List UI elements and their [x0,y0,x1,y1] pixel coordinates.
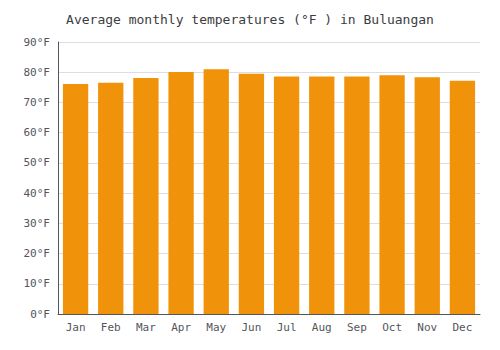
svg-text:Aug: Aug [312,321,332,334]
svg-text:Feb: Feb [101,321,121,334]
svg-text:Jul: Jul [277,321,297,334]
svg-text:80°F: 80°F [24,66,51,79]
svg-text:May: May [206,321,226,334]
svg-text:Oct: Oct [382,321,402,334]
svg-text:10°F: 10°F [24,277,51,290]
svg-text:0°F: 0°F [30,308,50,321]
svg-text:70°F: 70°F [24,96,51,109]
svg-text:30°F: 30°F [24,217,51,230]
svg-text:Average monthly temperatures (: Average monthly temperatures (°F ) in Bu… [66,12,434,27]
svg-text:Jan: Jan [66,321,86,334]
svg-text:Mar: Mar [136,321,156,334]
svg-text:Dec: Dec [452,321,472,334]
svg-text:Apr: Apr [171,321,191,334]
svg-text:50°F: 50°F [24,156,51,169]
svg-text:20°F: 20°F [24,247,51,260]
svg-text:Nov: Nov [417,321,437,334]
svg-text:40°F: 40°F [24,187,51,200]
svg-text:90°F: 90°F [24,36,51,49]
svg-text:60°F: 60°F [24,126,51,139]
svg-text:Sep: Sep [347,321,367,334]
svg-text:Jun: Jun [241,321,261,334]
